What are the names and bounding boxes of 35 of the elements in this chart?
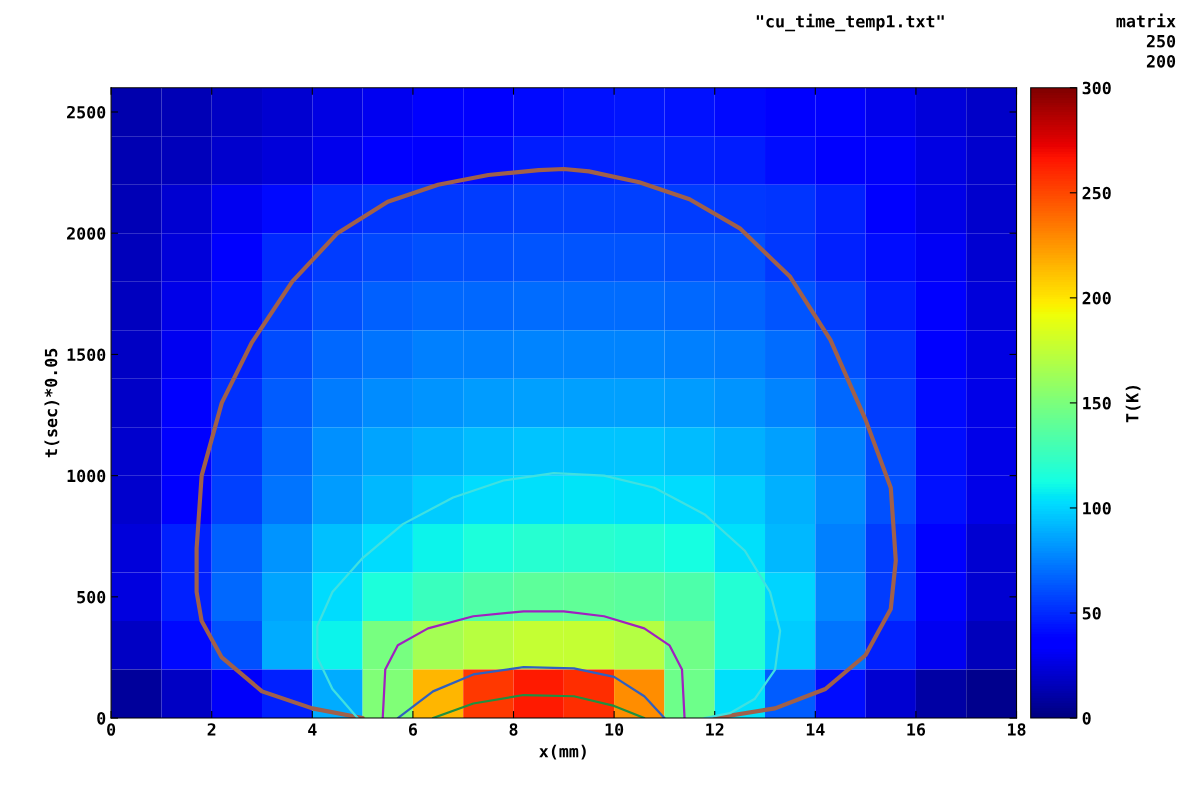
y-tick-label: 2000: [67, 227, 106, 240]
x-tick-label: 2: [207, 723, 216, 736]
color-bar-label: 150: [1083, 396, 1111, 410]
color-bar-label: 0: [1082, 712, 1091, 725]
x-tick-label: 18: [1008, 723, 1026, 736]
text: 250: [1146, 34, 1176, 48]
text: "cu_time_temp1.txt": [756, 13, 944, 32]
x-axis-title: x(mm): [539, 744, 586, 760]
y-tick-label: 500: [77, 590, 106, 604]
y-axis-title: t(sec)*0.05: [44, 348, 60, 458]
text: 200: [1146, 55, 1176, 68]
line-series: [316, 472, 782, 719]
y-tick-label: 1500: [67, 348, 106, 361]
y-tick-label: 2500: [67, 105, 106, 119]
color-bar-title: T(K): [1125, 385, 1141, 423]
line-series: [194, 166, 898, 719]
color-bar-label: 50: [1082, 606, 1101, 620]
x-tick-label: 14: [806, 723, 825, 736]
color-bar-label: 100: [1083, 501, 1111, 515]
color-bar-label: 200: [1082, 291, 1111, 305]
y-tick-label: 1000: [67, 469, 106, 483]
x-tick-label: 0: [107, 723, 116, 736]
line-series: [381, 610, 686, 719]
x-tick-label: 6: [408, 723, 418, 736]
color-bar-label: 250: [1082, 186, 1111, 200]
line-series: [396, 666, 666, 719]
y-tick-label: 0: [97, 712, 106, 725]
x-tick-label: 16: [907, 723, 926, 736]
line-series: [431, 693, 646, 719]
x-tick-label: 10: [605, 723, 624, 736]
x-tick-label: 4: [308, 723, 317, 736]
x-tick-label: 8: [509, 723, 518, 736]
color-bar-label: 300: [1082, 81, 1111, 95]
x-tick-label: 12: [706, 723, 724, 736]
text: matrix: [1116, 13, 1176, 28]
